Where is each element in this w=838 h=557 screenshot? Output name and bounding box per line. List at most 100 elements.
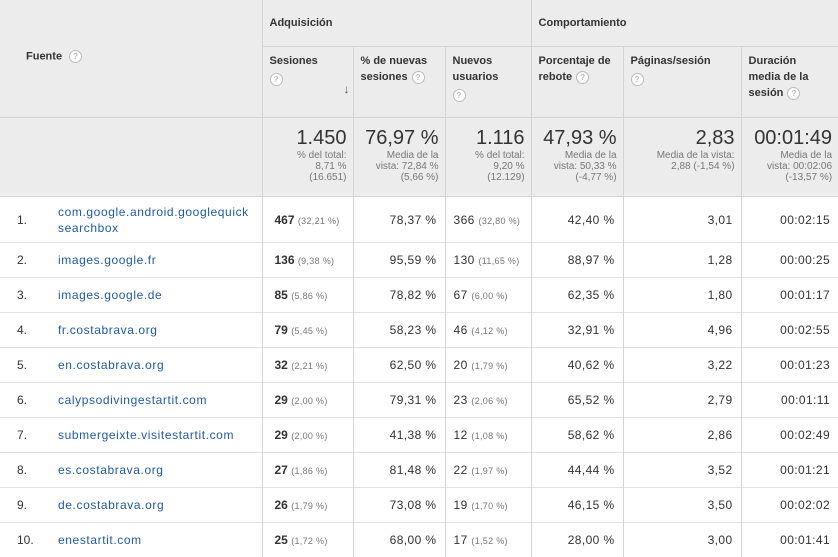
sesiones-percent: (1,86 %) (291, 466, 327, 476)
duracion-value: 00:02:02 (741, 488, 838, 523)
row-number: 1. (0, 204, 47, 236)
row-number: 10. (0, 532, 47, 548)
fuente-header[interactable]: Fuente ? (0, 0, 262, 118)
sesiones-value: 79 (275, 323, 288, 337)
total-sesiones-line2: 8,71 % (269, 161, 347, 172)
duracion-value: 00:01:23 (741, 348, 838, 383)
total-nuevos-usuarios: 1.116 % del total: 9,20 % (12.129) (445, 118, 531, 197)
col-header-sesiones[interactable]: Sesiones ↓ ? (262, 47, 353, 118)
sesiones-cell: 25 (1,72 %) (262, 523, 353, 557)
help-icon[interactable]: ? (631, 73, 644, 86)
help-icon[interactable]: ? (576, 71, 589, 84)
source-cell: 4.fr.costabrava.org (0, 313, 262, 348)
nuevos-usuarios-percent: (1,70 %) (471, 501, 507, 511)
paginas-value: 3,01 (623, 197, 741, 243)
total-usuarios-line2: 9,20 % (452, 161, 525, 172)
col-header-duracion[interactable]: Duración media de la sesión? (741, 47, 838, 118)
rebote-value: 28,00 % (531, 523, 623, 557)
total-nuevas-line2: vista: 72,84 % (360, 161, 439, 172)
col-header-rebote[interactable]: Porcentaje de rebote? (531, 47, 623, 118)
nuevas-sesiones-value: 78,37 % (353, 197, 445, 243)
help-icon[interactable]: ? (412, 71, 425, 84)
sesiones-percent: (1,72 %) (291, 536, 327, 546)
sesiones-cell: 79 (5,45 %) (262, 313, 353, 348)
row-number: 8. (0, 462, 47, 478)
sort-down-icon[interactable]: ↓ (344, 81, 350, 97)
sesiones-value: 27 (275, 463, 288, 477)
total-usuarios-value: 1.116 (452, 126, 525, 150)
source-link[interactable]: fr.costabrava.org (47, 322, 262, 338)
nuevos-usuarios-percent: (11,65 %) (478, 256, 519, 266)
col-header-paginas[interactable]: Páginas/sesión ? (623, 47, 741, 118)
nuevas-sesiones-value: 95,59 % (353, 243, 445, 278)
sesiones-percent: (5,45 %) (291, 326, 327, 336)
total-rebote-line1: Media de la (538, 150, 617, 161)
nuevos-usuarios-value: 22 (454, 463, 468, 477)
group-comportamiento: Comportamiento (531, 0, 838, 47)
help-icon[interactable]: ? (787, 87, 800, 100)
rebote-value: 88,97 % (531, 243, 623, 278)
source-cell: 6.calypsodivingestartit.com (0, 383, 262, 418)
total-sesiones-value: 1.450 (269, 126, 347, 150)
source-link[interactable]: com.google.android.googlequicksearchbox (47, 204, 262, 236)
sesiones-value: 29 (275, 428, 288, 442)
nuevas-sesiones-value: 79,31 % (353, 383, 445, 418)
nuevos-usuarios-value: 12 (454, 428, 468, 442)
paginas-value: 3,50 (623, 488, 741, 523)
rebote-value: 32,91 % (531, 313, 623, 348)
source-link[interactable]: es.costabrava.org (47, 462, 262, 478)
source-link[interactable]: de.costabrava.org (47, 497, 262, 513)
nuevos-usuarios-cell: 12 (1,08 %) (445, 418, 531, 453)
nuevos-usuarios-cell: 22 (1,97 %) (445, 453, 531, 488)
nuevas-sesiones-value: 73,08 % (353, 488, 445, 523)
row-number: 4. (0, 322, 47, 338)
total-duracion: 00:01:49 Media de la vista: 00:02:06 (-1… (741, 118, 838, 197)
nuevos-usuarios-percent: (1,08 %) (471, 431, 507, 441)
row-number: 5. (0, 357, 47, 373)
duracion-value: 00:01:21 (741, 453, 838, 488)
source-cell: 3.images.google.de (0, 278, 262, 313)
sesiones-value: 32 (275, 358, 288, 372)
sesiones-value: 25 (275, 533, 288, 547)
source-cell: 9.de.costabrava.org (0, 488, 262, 523)
help-icon[interactable]: ? (453, 89, 466, 102)
nuevos-usuarios-percent: (32,80 %) (478, 216, 520, 226)
nuevas-sesiones-value: 68,00 % (353, 523, 445, 557)
paginas-value: 3,52 (623, 453, 741, 488)
total-nuevas-sesiones: 76,97 % Media de la vista: 72,84 % (5,66… (353, 118, 445, 197)
nuevos-usuarios-value: 46 (454, 323, 468, 337)
rebote-value: 65,52 % (531, 383, 623, 418)
source-link[interactable]: calypsodivingestartit.com (47, 392, 262, 408)
source-link[interactable]: images.google.fr (47, 252, 262, 268)
source-link[interactable]: images.google.de (47, 287, 262, 303)
totals-row: 1.450 % del total: 8,71 % (16.651) 76,97… (0, 118, 838, 197)
help-icon[interactable]: ? (270, 73, 283, 86)
col-header-nuevos-usuarios[interactable]: Nuevos usuarios ? (445, 47, 531, 118)
nuevos-usuarios-percent: (1,79 %) (471, 361, 507, 371)
paginas-value: 2,86 (623, 418, 741, 453)
sesiones-cell: 85 (5,86 %) (262, 278, 353, 313)
nuevas-sesiones-value: 58,23 % (353, 313, 445, 348)
help-icon[interactable]: ? (69, 50, 82, 63)
sesiones-cell: 136 (9,38 %) (262, 243, 353, 278)
total-paginas-line1: Media de la vista: (630, 150, 735, 161)
source-link[interactable]: en.costabrava.org (47, 357, 262, 373)
sesiones-percent: (2,21 %) (291, 361, 327, 371)
paginas-value: 2,79 (623, 383, 741, 418)
sesiones-value: 136 (275, 253, 295, 267)
source-cell: 1.com.google.android.googlequicksearchbo… (0, 197, 262, 243)
row-number: 9. (0, 497, 47, 513)
sesiones-percent: (2,00 %) (291, 431, 327, 441)
sesiones-cell: 29 (2,00 %) (262, 383, 353, 418)
source-cell: 7.submergeixte.visitestartit.com (0, 418, 262, 453)
source-link[interactable]: submergeixte.visitestartit.com (47, 427, 262, 443)
sesiones-percent: (1,79 %) (291, 501, 327, 511)
nuevos-usuarios-percent: (6,00 %) (471, 291, 507, 301)
col-header-nuevas-sesiones[interactable]: % de nuevas sesiones? (353, 47, 445, 118)
total-paginas-line2: 2,88 (-1,54 %) (630, 161, 735, 172)
source-link[interactable]: enestartit.com (47, 532, 262, 548)
